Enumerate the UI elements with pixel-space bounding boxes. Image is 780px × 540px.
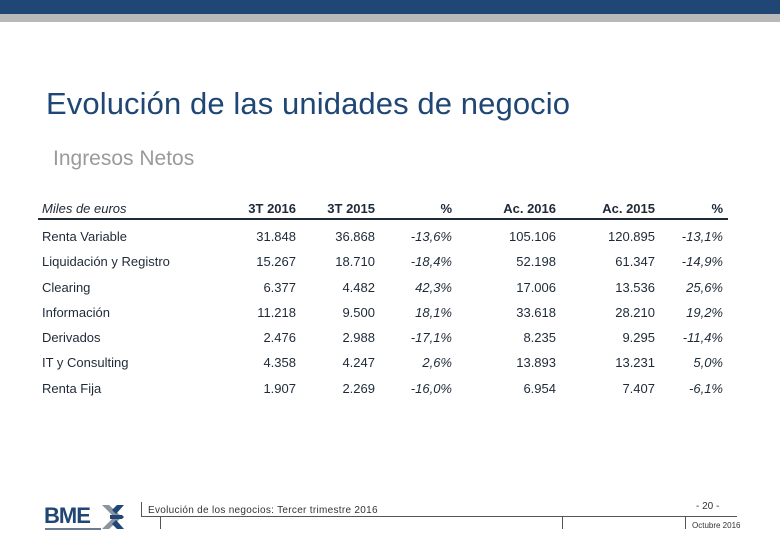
cell-ac-pct: 5,0% xyxy=(693,355,723,371)
cell-q3-2016: 11.218 xyxy=(257,304,296,320)
column-header-ac-2016: Ac. 2016 xyxy=(503,201,556,216)
page-subtitle: Ingresos Netos xyxy=(53,147,195,170)
cell-ac-pct: -11,4% xyxy=(682,330,723,346)
footer-tick xyxy=(562,516,563,529)
top-brand-bar xyxy=(0,0,780,14)
column-header-q3-2016: 3T 2016 xyxy=(248,201,296,216)
table-row: Liquidación y Registro 15.267 18.710 -18… xyxy=(38,250,728,275)
cell-q-pct: -17,1% xyxy=(410,330,452,346)
cell-q3-2015: 9.500 xyxy=(342,304,375,320)
cell-ac-2015: 9.295 xyxy=(622,330,655,346)
page-title: Evolución de las unidades de negocio xyxy=(46,86,571,121)
column-header-q3-2015: 3T 2015 xyxy=(327,201,375,216)
revenue-table: Miles de euros 3T 2016 3T 2015 % Ac. 201… xyxy=(38,198,728,402)
cell-q3-2016: 6.377 xyxy=(263,279,296,295)
x-mark-icon xyxy=(102,505,124,529)
table-row: Clearing 6.377 4.482 42,3% 17.006 13.536… xyxy=(38,276,728,301)
cell-q3-2015: 18.710 xyxy=(335,254,375,270)
cell-ac-2015: 28.210 xyxy=(615,304,655,320)
cell-ac-2016: 6.954 xyxy=(523,380,556,396)
column-header-q-pct: % xyxy=(440,201,452,216)
row-label: Derivados xyxy=(42,330,101,346)
row-label: Liquidación y Registro xyxy=(42,254,170,270)
cell-ac-2016: 33.618 xyxy=(516,304,556,320)
cell-ac-2016: 17.006 xyxy=(516,279,556,295)
cell-q-pct: 42,3% xyxy=(415,279,452,295)
cell-ac-2016: 8.235 xyxy=(523,330,556,346)
footer-tick xyxy=(160,516,161,529)
cell-q3-2016: 31.848 xyxy=(256,229,296,244)
cell-ac-pct: -13,1% xyxy=(681,229,723,244)
row-label: Clearing xyxy=(42,279,91,295)
row-label: IT y Consulting xyxy=(42,355,129,371)
cell-ac-2016: 105.106 xyxy=(509,229,556,244)
cell-ac-pct: 19,2% xyxy=(686,304,723,320)
cell-q3-2016: 1.907 xyxy=(263,380,296,396)
cell-ac-pct: -14,9% xyxy=(681,254,723,270)
cell-ac-2015: 7.407 xyxy=(622,380,655,396)
cell-q3-2015: 4.482 xyxy=(342,279,375,295)
footer-date: Octubre 2016 xyxy=(692,521,741,530)
cell-ac-2016: 52.198 xyxy=(516,254,556,270)
cell-q-pct: -13,6% xyxy=(410,229,452,244)
table-header-row: Miles de euros 3T 2016 3T 2015 % Ac. 201… xyxy=(38,198,728,220)
cell-q3-2015: 2.269 xyxy=(342,380,375,396)
cell-q3-2016: 2.476 xyxy=(263,330,296,346)
row-label: Información xyxy=(42,304,110,320)
table-row: Renta Variable 31.848 36.868 -13,6% 105.… xyxy=(38,225,728,250)
cell-q-pct: -16,0% xyxy=(410,380,452,396)
table-row: IT y Consulting 4.358 4.247 2,6% 13.893 … xyxy=(38,351,728,376)
cell-ac-2015: 120.895 xyxy=(608,229,655,244)
cell-ac-2016: 13.893 xyxy=(516,355,556,371)
cell-ac-pct: 25,6% xyxy=(686,279,723,295)
table-row: Información 11.218 9.500 18,1% 33.618 28… xyxy=(38,301,728,326)
cell-ac-2015: 13.231 xyxy=(615,355,655,371)
bme-logo: BME xyxy=(44,503,124,533)
footer-divider-horizontal xyxy=(141,516,737,517)
footer-description: Evolución de los negocios: Tercer trimes… xyxy=(148,505,378,516)
footer-tick xyxy=(685,516,686,529)
logo-text: BME xyxy=(44,503,91,528)
row-label: Renta Fija xyxy=(42,380,102,396)
page-number: - 20 - xyxy=(696,501,720,512)
column-header-units: Miles de euros xyxy=(42,201,127,216)
cell-q-pct: 18,1% xyxy=(415,304,452,320)
table-row: Derivados 2.476 2.988 -17,1% 8.235 9.295… xyxy=(38,326,728,351)
top-gray-bar xyxy=(0,14,780,22)
logo-tagline xyxy=(45,528,101,530)
row-label: Renta Variable xyxy=(42,229,128,244)
footer-divider-vertical xyxy=(141,502,142,517)
cell-q3-2015: 36.868 xyxy=(335,229,375,244)
cell-q3-2015: 4.247 xyxy=(342,355,375,371)
cell-ac-pct: -6,1% xyxy=(689,380,723,396)
cell-ac-2015: 13.536 xyxy=(615,279,655,295)
cell-q3-2016: 15.267 xyxy=(256,254,296,270)
cell-q3-2015: 2.988 xyxy=(342,330,375,346)
column-header-ac-pct: % xyxy=(711,201,723,216)
column-header-ac-2015: Ac. 2015 xyxy=(602,201,655,216)
cell-q-pct: 2,6% xyxy=(422,355,452,371)
cell-ac-2015: 61.347 xyxy=(615,254,655,270)
cell-q3-2016: 4.358 xyxy=(263,355,296,371)
cell-q-pct: -18,4% xyxy=(410,254,452,270)
table-row: Renta Fija 1.907 2.269 -16,0% 6.954 7.40… xyxy=(38,377,728,402)
